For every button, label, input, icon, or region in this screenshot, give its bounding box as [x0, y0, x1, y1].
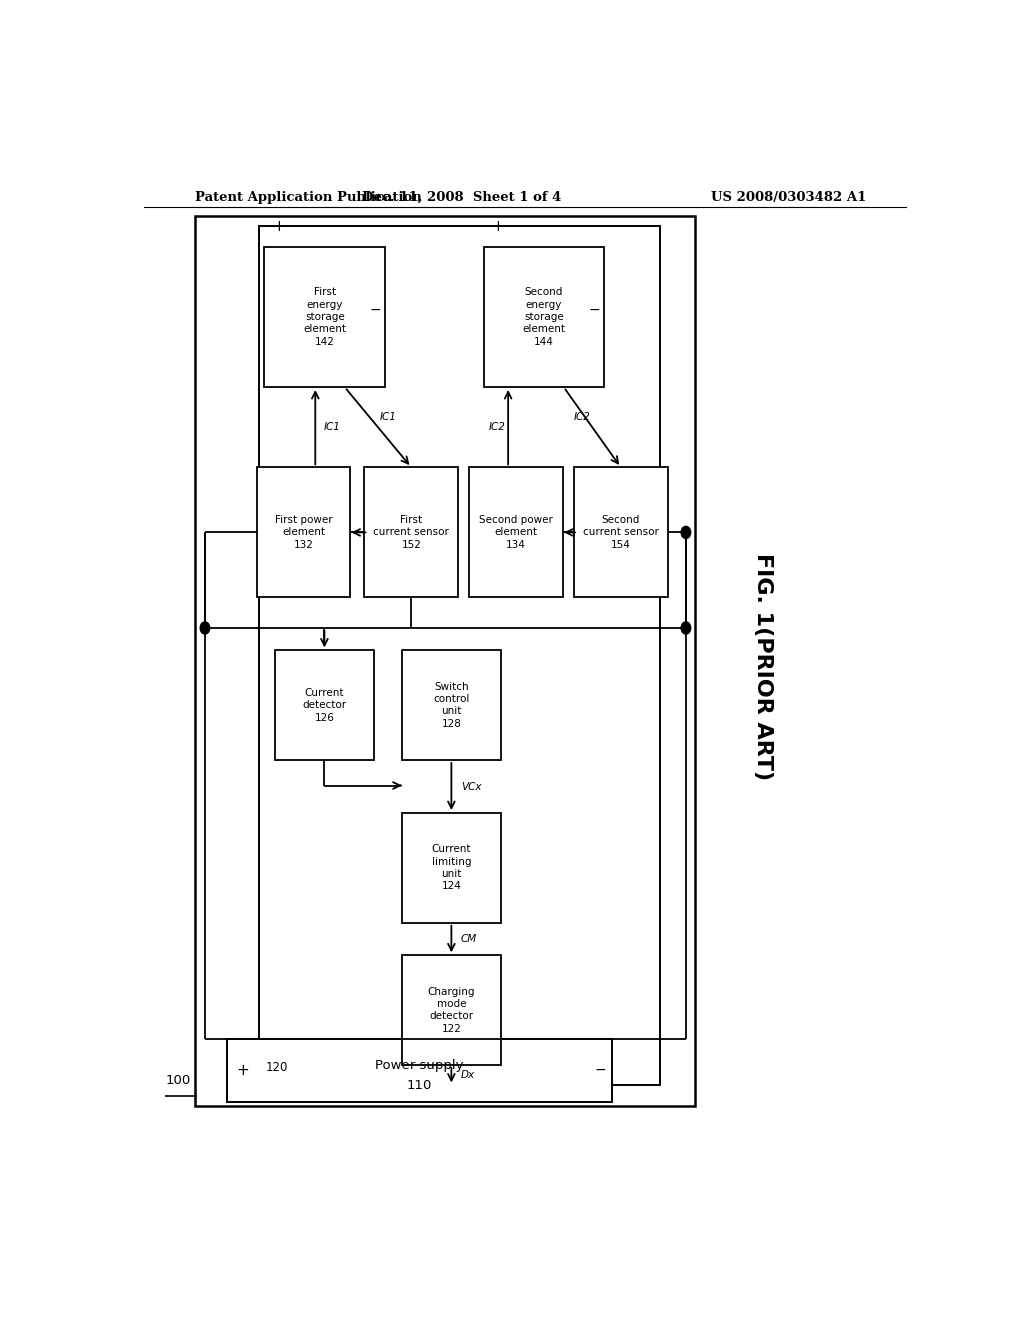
Bar: [365, 467, 458, 598]
Text: Current
limiting
unit
124: Current limiting unit 124: [432, 845, 471, 891]
Bar: [401, 956, 501, 1065]
Bar: [401, 651, 501, 760]
Text: −: −: [594, 1063, 606, 1077]
Bar: [196, 216, 695, 1106]
Text: First
energy
storage
element
142: First energy storage element 142: [303, 288, 346, 347]
Bar: [259, 227, 659, 1085]
Text: CM: CM: [461, 935, 477, 944]
Text: +: +: [272, 219, 286, 234]
Bar: [574, 467, 668, 598]
Text: IC1: IC1: [324, 422, 340, 432]
Text: Power supply: Power supply: [376, 1059, 464, 1072]
Text: Second power
element
134: Second power element 134: [479, 515, 553, 550]
Text: Patent Application Publication: Patent Application Publication: [196, 190, 422, 203]
Text: First
current sensor
152: First current sensor 152: [374, 515, 450, 550]
Circle shape: [681, 527, 690, 539]
Text: Current
detector
126: Current detector 126: [302, 688, 346, 722]
Text: Second
energy
storage
element
144: Second energy storage element 144: [522, 288, 565, 347]
Bar: [483, 247, 604, 387]
Bar: [274, 651, 374, 760]
Text: −: −: [589, 304, 600, 317]
Text: IC2: IC2: [488, 422, 505, 432]
Bar: [264, 247, 385, 387]
Text: 110: 110: [407, 1078, 432, 1092]
Text: Switch
control
unit
128: Switch control unit 128: [433, 681, 470, 729]
Bar: [401, 813, 501, 923]
Text: +: +: [492, 219, 504, 234]
Circle shape: [201, 622, 210, 634]
Text: VCx: VCx: [461, 781, 481, 792]
Text: Dec. 11, 2008  Sheet 1 of 4: Dec. 11, 2008 Sheet 1 of 4: [361, 190, 561, 203]
Text: Dx: Dx: [461, 1071, 475, 1080]
Bar: [257, 467, 350, 598]
Text: US 2008/0303482 A1: US 2008/0303482 A1: [711, 190, 866, 203]
Bar: [469, 467, 563, 598]
Text: IC1: IC1: [380, 412, 396, 422]
Text: 100: 100: [165, 1073, 190, 1086]
Text: IC2: IC2: [573, 412, 591, 422]
Circle shape: [681, 622, 690, 634]
Text: −: −: [370, 304, 381, 317]
Text: FIG. 1(PRIOR ART): FIG. 1(PRIOR ART): [753, 553, 773, 780]
Text: +: +: [237, 1063, 250, 1077]
Text: Second
current sensor
154: Second current sensor 154: [583, 515, 658, 550]
Bar: [227, 1039, 612, 1102]
Text: 120: 120: [265, 1060, 288, 1073]
Text: First power
element
132: First power element 132: [274, 515, 332, 550]
Text: Charging
mode
detector
122: Charging mode detector 122: [428, 986, 475, 1034]
